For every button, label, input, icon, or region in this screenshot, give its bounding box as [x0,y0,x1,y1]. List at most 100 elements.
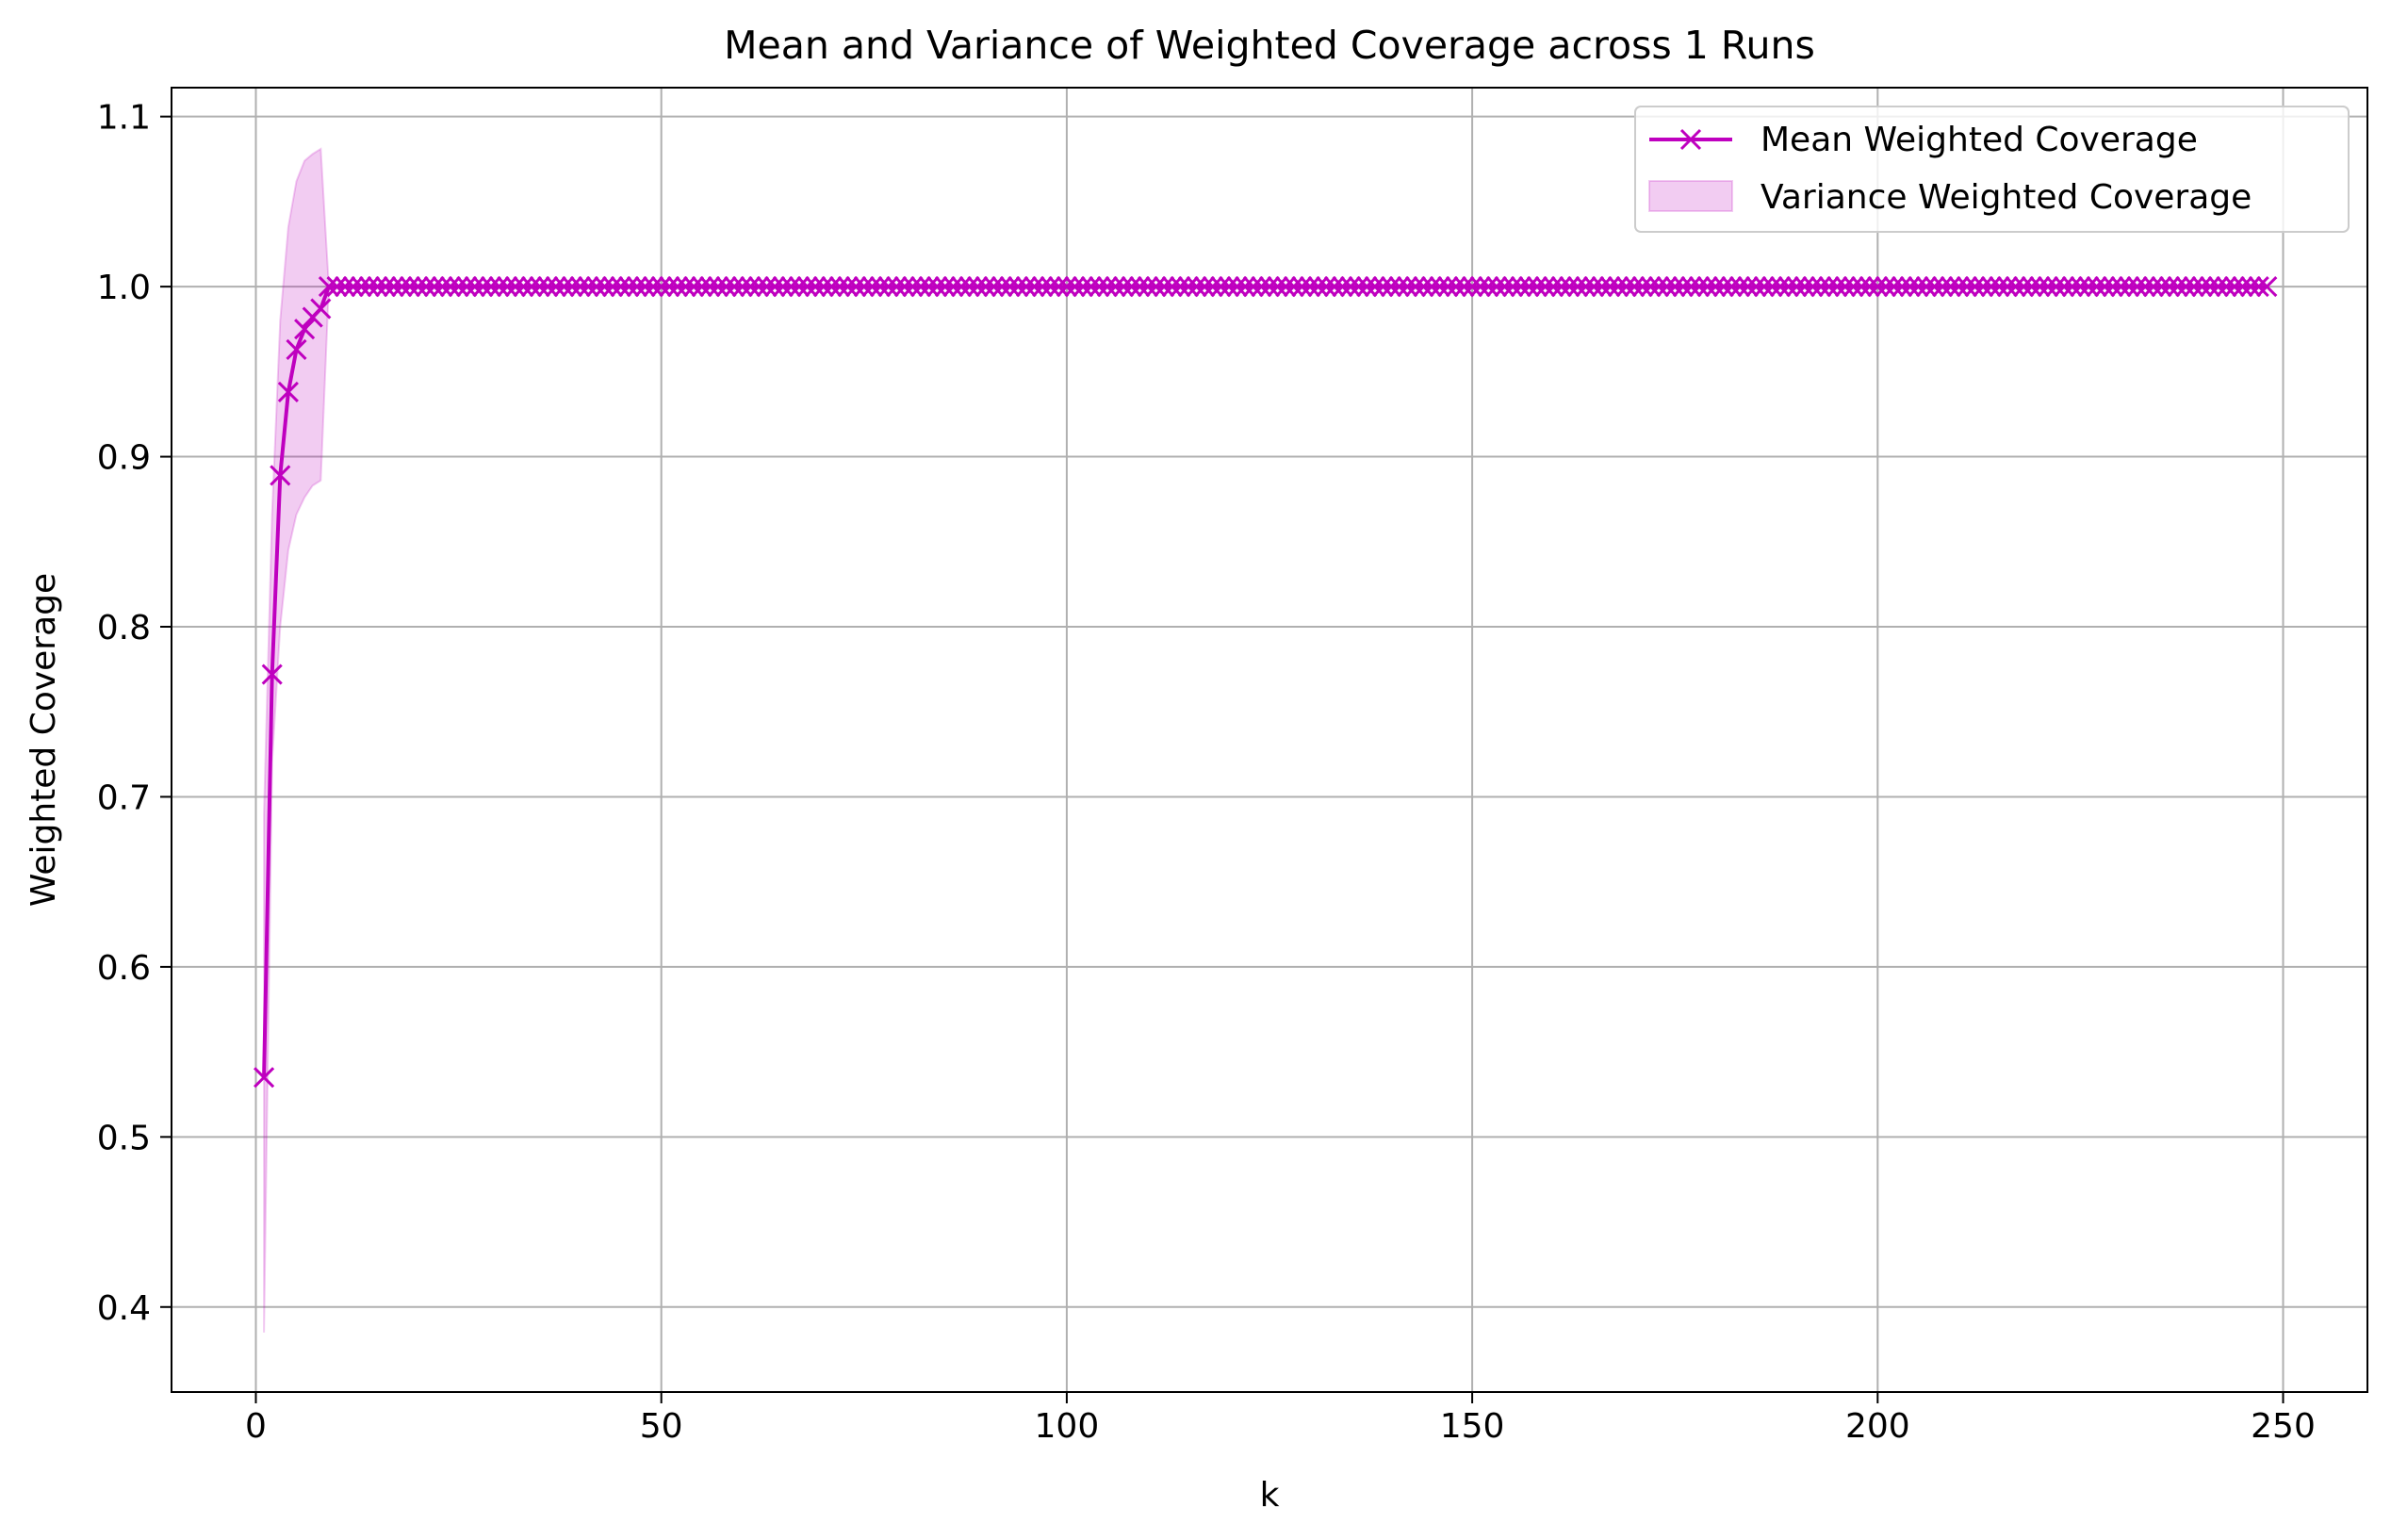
mean-marker [1640,276,1662,298]
mean-marker [2183,276,2204,298]
mean-marker [699,276,721,298]
mean-marker [1526,276,1548,298]
mean-marker [1364,276,1385,298]
mean-marker [643,276,664,298]
mean-marker [1696,276,1718,298]
mean-marker [2142,276,2164,298]
mean-marker [1566,276,1589,298]
mean-marker [1964,276,1986,298]
mean-marker [731,276,753,298]
mean-marker [958,276,980,298]
mean-marker [1210,276,1232,298]
mean-marker [2158,276,2181,298]
mean-marker [1024,276,1045,298]
mean-marker [2013,276,2035,298]
mean-marker [724,276,745,298]
mean-marker [432,276,453,298]
mean-marker [1624,276,1646,298]
mean-marker [537,276,559,298]
mean-marker [1469,276,1491,298]
x-tick-label: 100 [1035,1407,1100,1446]
mean-marker [1177,276,1200,298]
mean-marker [942,276,964,298]
mean-marker [1064,276,1086,298]
mean-marker [310,298,332,319]
mean-marker [1859,276,1880,298]
mean-marker [821,276,843,298]
mean-marker [2110,276,2132,298]
mean-marker [1388,276,1410,298]
mean-marker [1404,276,1426,298]
mean-marker [886,276,908,298]
mean-marker [1242,276,1264,298]
x-tick-label: 150 [1440,1407,1505,1446]
mean-marker [788,276,811,298]
mean-marker [569,276,591,298]
mean-marker [1989,276,2010,298]
mean-marker [780,276,802,298]
mean-marker [464,276,485,298]
mean-marker [1899,276,1921,298]
mean-marker [845,276,867,298]
mean-marker [1007,276,1029,298]
mean-marker [391,276,413,298]
mean-marker [1323,276,1345,298]
mean-marker [1712,276,1734,298]
mean-marker [861,276,883,298]
mean-marker [2135,276,2156,298]
y-tick-label: 0.9 [97,439,151,478]
mean-marker [553,276,575,298]
mean-marker [1478,276,1499,298]
mean-marker [1761,276,1783,298]
mean-marker [2200,276,2221,298]
mean-marker [318,276,339,298]
mean-marker [1421,276,1443,298]
mean-marker [1040,276,1061,298]
mean-marker [772,276,794,298]
mean-marker [578,276,599,298]
mean-marker [439,276,462,298]
mean-marker [2070,276,2091,298]
mean-marker [342,276,364,298]
mean-marker [1932,276,1954,298]
mean-marker [1502,276,1524,298]
mean-marker [1591,276,1613,298]
mean-marker [691,276,712,298]
mean-marker [2167,276,2188,298]
mean-marker [926,276,948,298]
mean-marker [1105,276,1126,298]
mean-marker [448,276,469,298]
mean-marker [812,276,834,298]
mean-marker [869,276,892,298]
y-axis-label: Weighted Coverage [25,573,63,907]
mean-marker [1332,276,1353,298]
mean-marker [1948,276,1970,298]
legend-band-swatch [1648,180,1733,212]
mean-marker [1372,276,1394,298]
mean-marker [1908,276,1929,298]
mean-marker [918,276,940,298]
mean-marker [1575,276,1597,298]
mean-marker [1073,276,1094,298]
mean-marker [610,276,631,298]
mean-marker [967,276,989,298]
legend-marker-swatch [1679,128,1702,151]
x-gridlines [254,88,2285,1392]
mean-marker [1851,276,1873,298]
mean-marker [286,338,307,360]
mean-marker [1728,276,1751,298]
mean-marker [1137,276,1159,298]
mean-marker [683,276,705,298]
y-tick-label: 0.6 [97,949,151,988]
mean-marker [375,276,397,298]
mean-marker [650,276,672,298]
mean-marker [1235,276,1256,298]
mean-marker [1202,276,1223,298]
x-tick-label: 50 [640,1407,683,1446]
mean-marker [1218,276,1240,298]
mean-marker [383,276,404,298]
mean-marker [1453,276,1475,298]
mean-marker [1631,276,1653,298]
legend: Mean Weighted Coverage Variance Weighted… [1634,106,2350,233]
